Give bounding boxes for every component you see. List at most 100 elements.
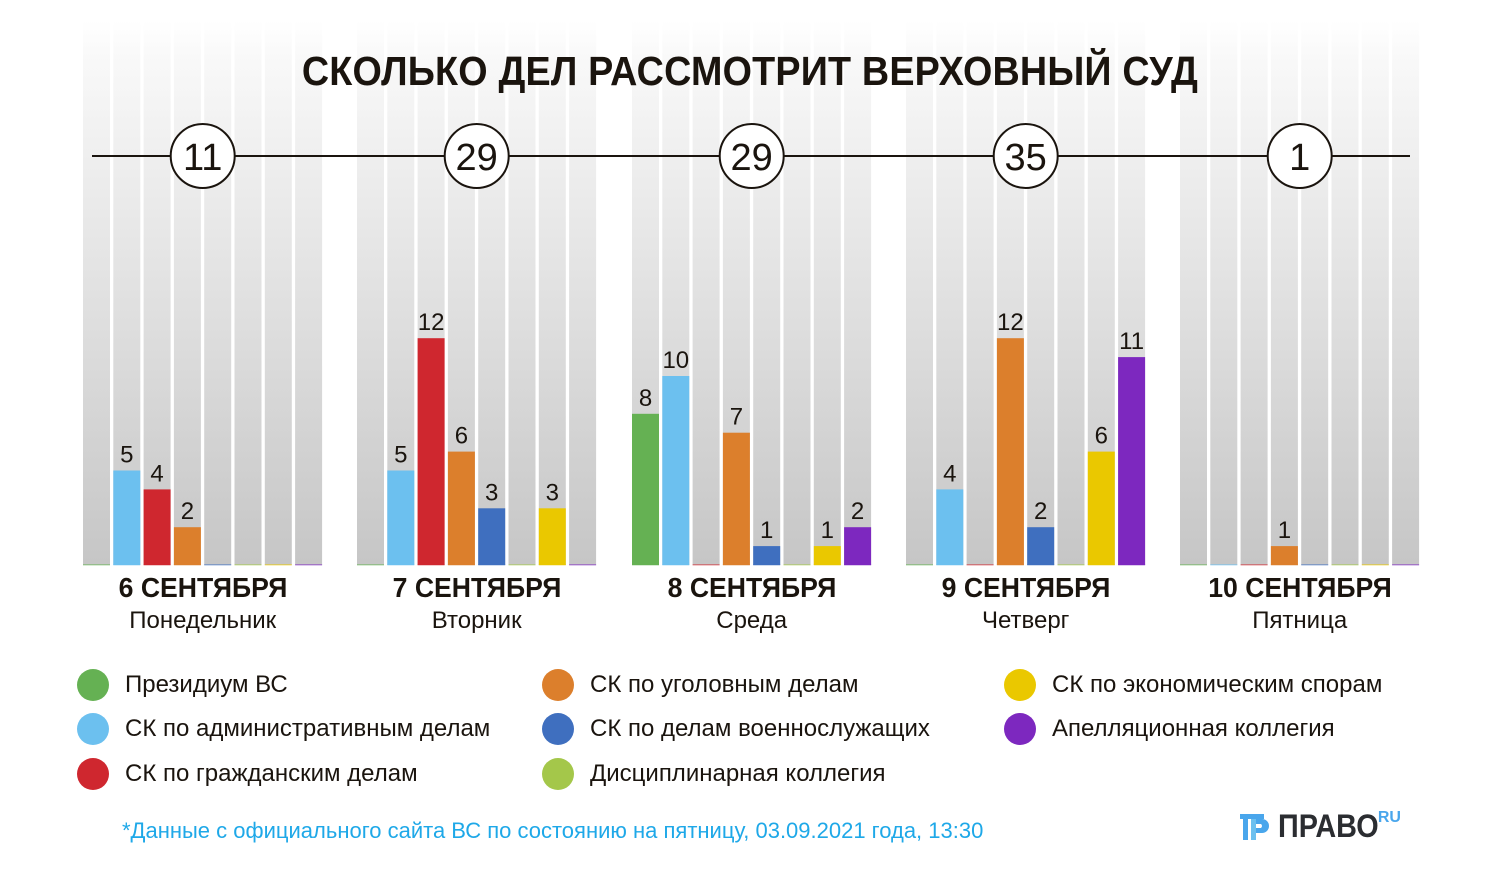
bar <box>173 527 201 565</box>
series-baseline-tick <box>234 564 262 566</box>
column-background <box>234 20 262 565</box>
legend-color-dot-icon <box>542 713 574 745</box>
legend-item: СК по гражданским делам <box>77 757 418 791</box>
legend-item: Апелляционная коллегия <box>1004 712 1335 746</box>
series-baseline-tick <box>1057 564 1085 566</box>
series-baseline-tick <box>1361 564 1389 566</box>
column-background <box>1301 20 1329 565</box>
logo: ПРАВО RU <box>1240 808 1401 848</box>
bar <box>722 432 750 565</box>
bar <box>447 451 475 565</box>
legend-color-dot-icon <box>542 758 574 790</box>
bar-value-label: 3 <box>485 479 498 506</box>
column-background <box>966 20 994 565</box>
day-date-label: 8 СЕНТЯБРЯ <box>667 572 837 603</box>
column-background <box>357 20 384 565</box>
bar <box>113 470 141 565</box>
series-baseline-tick <box>357 564 384 566</box>
column-backgrounds <box>83 20 1420 566</box>
column-background <box>569 20 597 565</box>
day-total-circle <box>1266 123 1333 189</box>
legend-label: СК по делам военнослужащих <box>590 715 930 742</box>
legend-label: СК по административным делам <box>125 715 491 742</box>
series-baseline-tick <box>1210 564 1238 566</box>
series-baseline-tick <box>692 564 720 566</box>
bar <box>662 376 690 565</box>
column-background <box>264 20 292 565</box>
series-baseline-tick <box>1392 564 1420 566</box>
legend-color-dot-icon <box>77 758 109 790</box>
legend-item: СК по административным делам <box>77 712 490 746</box>
day-total-circle <box>443 123 510 189</box>
legend-item: Дисциплинарная коллегия <box>542 757 886 791</box>
bar-value-label: 1 <box>821 517 834 544</box>
bar <box>387 470 415 565</box>
day-date-label: 6 СЕНТЯБРЯ <box>118 572 288 603</box>
legend-label: СК по экономическим спорам <box>1052 671 1383 698</box>
bar-value-label: 1 <box>760 517 773 544</box>
bar <box>538 508 566 565</box>
column-background <box>1027 20 1055 565</box>
series-baseline-tick <box>204 564 232 566</box>
legend-item: СК по делам военнослужащих <box>542 712 930 746</box>
day-total-value: 29 <box>731 137 773 179</box>
logo-icon <box>1240 812 1270 842</box>
column-background <box>204 20 232 565</box>
bar-value-label: 2 <box>1034 498 1047 525</box>
bar <box>996 338 1024 565</box>
series-baseline-tick <box>569 564 597 566</box>
column-background <box>1392 20 1420 565</box>
column-background <box>813 20 841 565</box>
bar-value-label: 6 <box>455 423 468 450</box>
legend-color-dot-icon <box>1004 669 1036 701</box>
day-total-circle <box>718 123 785 189</box>
bar <box>417 338 445 565</box>
bar-value-label: 5 <box>394 442 407 469</box>
legend-label: СК по гражданским делам <box>125 760 418 787</box>
bar-value-label: 3 <box>546 479 559 506</box>
day-total-circle <box>169 123 236 189</box>
column-background <box>143 20 171 565</box>
bar-value-label: 2 <box>851 498 864 525</box>
legend-color-dot-icon <box>77 713 109 745</box>
bar <box>478 508 506 565</box>
series-baseline-tick <box>783 564 811 566</box>
column-background <box>692 20 720 565</box>
column-background <box>83 20 110 565</box>
bar-value-label: 7 <box>730 404 743 431</box>
day-date-label: 7 СЕНТЯБРЯ <box>392 572 562 603</box>
bar-value-label: 8 <box>639 385 652 412</box>
legend-label: Апелляционная коллегия <box>1052 715 1335 742</box>
series-baseline-tick <box>295 564 323 566</box>
bar <box>1027 527 1055 565</box>
column-background <box>1057 20 1085 565</box>
legend-color-dot-icon <box>77 669 109 701</box>
day-weekday-label: Понедельник <box>129 607 277 634</box>
bar-value-label: 5 <box>120 442 133 469</box>
bar <box>936 489 964 565</box>
column-background <box>538 20 566 565</box>
day-total-value: 1 <box>1289 137 1310 179</box>
series-baseline-tick <box>508 564 536 566</box>
bar <box>1270 546 1298 565</box>
bar <box>753 546 781 565</box>
bar <box>1118 357 1146 565</box>
logo-suffix: RU <box>1377 809 1401 826</box>
column-background <box>753 20 781 565</box>
series-baseline-tick <box>1240 564 1268 566</box>
column-background <box>1240 20 1268 565</box>
column-background <box>844 20 872 565</box>
day-date-label: 10 СЕНТЯБРЯ <box>1207 572 1392 603</box>
day-total-value: 29 <box>456 137 498 179</box>
bar-value-label: 4 <box>150 460 163 487</box>
series-baseline-tick <box>1180 564 1207 566</box>
logo-text: ПРАВО <box>1278 808 1379 844</box>
legend-item: Президиум ВС <box>77 668 288 702</box>
day-weekday-label: Вторник <box>431 607 522 634</box>
column-background <box>478 20 506 565</box>
legend-item: СК по экономическим спорам <box>1004 668 1382 702</box>
column-background <box>783 20 811 565</box>
column-background <box>295 20 323 565</box>
legend-color-dot-icon <box>1004 713 1036 745</box>
bar <box>632 413 659 565</box>
